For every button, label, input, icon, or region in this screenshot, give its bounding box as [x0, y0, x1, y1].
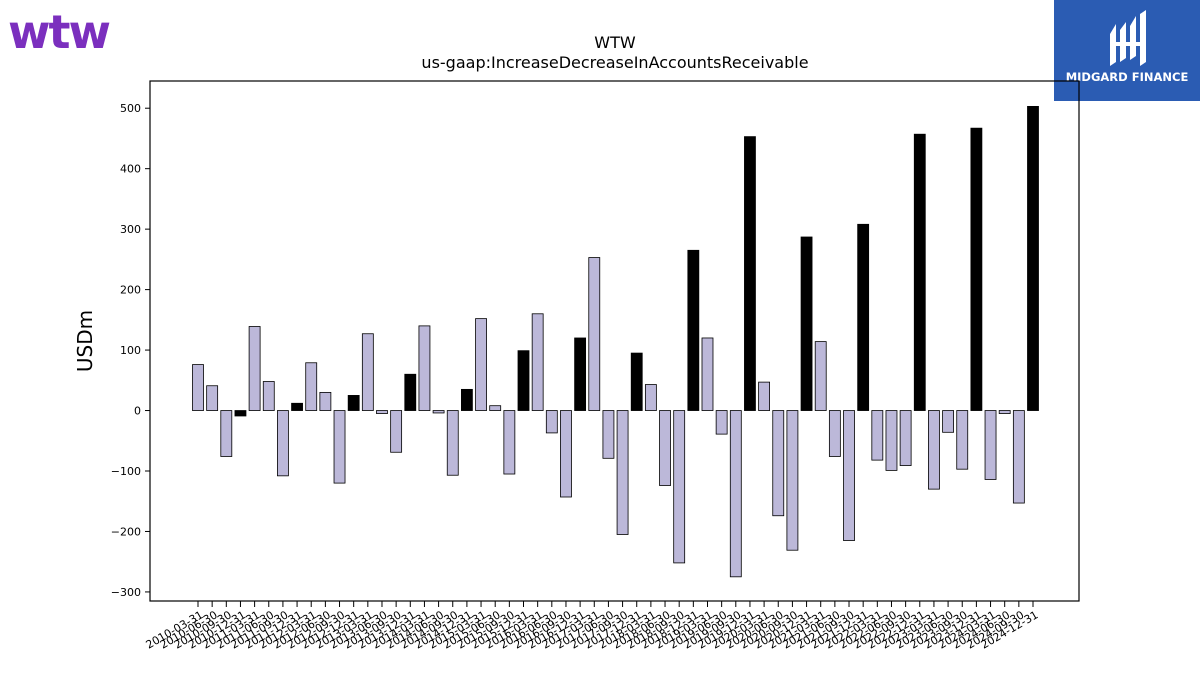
bar-2014-03-31	[418, 325, 431, 411]
bar-2012-12-31	[347, 395, 360, 411]
bar-2016-03-31	[531, 313, 544, 411]
wtw-logo-text: wtw	[8, 5, 111, 59]
bar-2010-12-31	[234, 410, 247, 417]
bar-2022-09-30	[899, 410, 912, 466]
bar-2024-06-30	[998, 410, 1011, 414]
bar-2016-06-30	[545, 410, 558, 434]
midgard-finance-logo: MIDGARD FINANCE	[1054, 0, 1200, 101]
bar-2017-12-31	[630, 352, 643, 411]
y-tick-label: −100	[111, 465, 141, 478]
bar-2023-09-30	[956, 410, 969, 470]
bar-2018-06-30	[659, 410, 671, 486]
y-tick-label: 100	[120, 344, 141, 357]
y-tick-label: 0	[134, 405, 141, 418]
bar-2010-09-30	[220, 410, 233, 457]
bar-2020-03-31	[758, 381, 771, 411]
bar-2015-03-31	[475, 318, 487, 411]
bar-2016-12-31	[574, 337, 587, 411]
midgard-finance-label: MIDGARD FINANCE	[1065, 70, 1189, 84]
bar-2020-06-30	[772, 410, 785, 517]
bar-2024-09-30	[1012, 410, 1025, 504]
bar-2014-12-31	[460, 388, 473, 411]
bar-2021-06-30	[828, 410, 841, 457]
wtw-logo: wtw	[8, 4, 111, 60]
bar-2022-03-31	[871, 410, 884, 461]
y-axis: −300 −200 −100 0 100 200 300 400 500	[111, 102, 150, 599]
bar-2017-03-31	[588, 257, 601, 411]
bar-2022-12-31	[913, 133, 926, 411]
chart-title: WTW	[594, 33, 636, 52]
bar-2019-06-30	[715, 410, 728, 435]
bar-2015-06-30	[489, 405, 502, 411]
bar-2011-12-31	[291, 402, 303, 411]
y-tick-label: 400	[120, 163, 141, 176]
bar-2018-03-31	[644, 384, 657, 411]
bar-2014-09-30	[446, 410, 459, 476]
bar-2019-12-31	[744, 136, 756, 411]
x-axis: 2010-03-312010-06-302010-09-302010-12-31…	[144, 601, 1041, 652]
bars-group	[192, 105, 1039, 578]
bar-2013-09-30	[390, 410, 403, 453]
bar-2012-06-30	[319, 391, 332, 411]
bar-2020-12-31	[800, 236, 813, 411]
bar-2011-03-31	[248, 326, 261, 411]
bar-2018-12-31	[687, 249, 700, 411]
bar-2020-09-30	[786, 410, 799, 551]
bar-2019-03-31	[701, 337, 714, 411]
bar-2016-09-30	[560, 410, 572, 498]
bar-2010-06-30	[206, 385, 219, 411]
y-tick-label: −300	[111, 586, 141, 599]
bar-2023-03-31	[928, 410, 940, 490]
bar-2011-06-30	[262, 381, 275, 411]
bar-2011-09-30	[277, 410, 289, 477]
bar-2015-09-30	[503, 410, 516, 475]
bar-2023-06-30	[942, 410, 954, 433]
midgard-monogram-icon	[1054, 0, 1200, 101]
bar-2021-09-30	[843, 410, 855, 541]
bar-2019-09-30	[729, 410, 742, 578]
y-tick-label: 300	[120, 223, 141, 236]
bar-2010-03-31	[192, 364, 204, 411]
bar-2013-12-31	[404, 373, 417, 411]
bar-2017-06-30	[602, 410, 615, 459]
bar-2021-12-31	[857, 223, 870, 411]
bar-2017-09-30	[616, 410, 629, 535]
bar-2014-06-30	[432, 410, 445, 414]
bar-2021-03-31	[814, 341, 827, 411]
bar-2024-12-31	[1027, 105, 1039, 411]
y-tick-label: 200	[120, 284, 141, 297]
bar-2022-06-30	[885, 410, 898, 471]
bar-2013-03-31	[361, 333, 374, 411]
plot-frame	[149, 80, 1080, 602]
bar-2015-12-31	[517, 350, 530, 411]
bar-2024-03-31	[984, 410, 997, 480]
bar-2012-09-30	[333, 410, 346, 484]
bar-2023-12-31	[970, 127, 983, 411]
bar-2018-09-30	[673, 410, 686, 564]
bar-2013-06-30	[376, 410, 388, 414]
y-tick-label: 500	[120, 102, 141, 115]
y-tick-label: −200	[111, 525, 141, 538]
bar-2012-03-31	[305, 362, 318, 411]
y-axis-label: USDm	[73, 310, 97, 372]
chart-subtitle: us-gaap:IncreaseDecreaseInAccountsReceiv…	[421, 53, 808, 72]
